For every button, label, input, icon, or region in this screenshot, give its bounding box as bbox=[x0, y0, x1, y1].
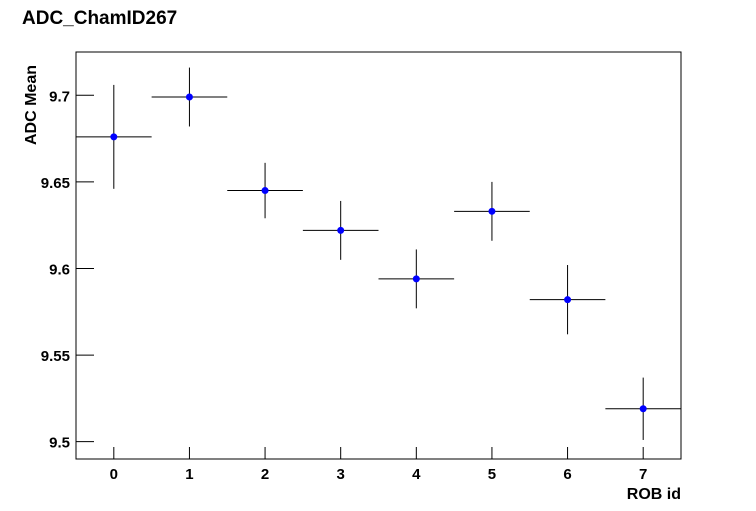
x-tick-label: 6 bbox=[563, 466, 571, 483]
x-axis-label: ROB id bbox=[627, 486, 681, 503]
plot-frame bbox=[75, 51, 682, 460]
data-point bbox=[412, 275, 420, 283]
x-tick-label: 0 bbox=[110, 466, 118, 483]
y-axis-label: ADC Mean bbox=[23, 65, 40, 145]
y-tick-label: 9.55 bbox=[41, 348, 70, 365]
y-tick-label: 9.7 bbox=[49, 88, 70, 105]
x-tick-label: 3 bbox=[337, 466, 345, 483]
data-point bbox=[488, 207, 496, 215]
data-point bbox=[261, 187, 269, 195]
x-tick-label: 1 bbox=[185, 466, 193, 483]
y-tick-label: 9.65 bbox=[41, 175, 70, 192]
x-tick-label: 4 bbox=[412, 466, 421, 483]
data-point bbox=[564, 296, 572, 304]
y-tick-label: 9.6 bbox=[49, 261, 70, 278]
data-point bbox=[185, 93, 193, 101]
chart-title: ADC_ChamID267 bbox=[22, 8, 177, 29]
data-point bbox=[337, 226, 345, 234]
data-point bbox=[639, 405, 647, 413]
x-tick-label: 2 bbox=[261, 466, 269, 483]
data-point bbox=[110, 133, 118, 141]
x-tick-label: 7 bbox=[639, 466, 647, 483]
x-tick-label: 5 bbox=[488, 466, 496, 483]
y-tick-label: 9.5 bbox=[49, 435, 70, 452]
